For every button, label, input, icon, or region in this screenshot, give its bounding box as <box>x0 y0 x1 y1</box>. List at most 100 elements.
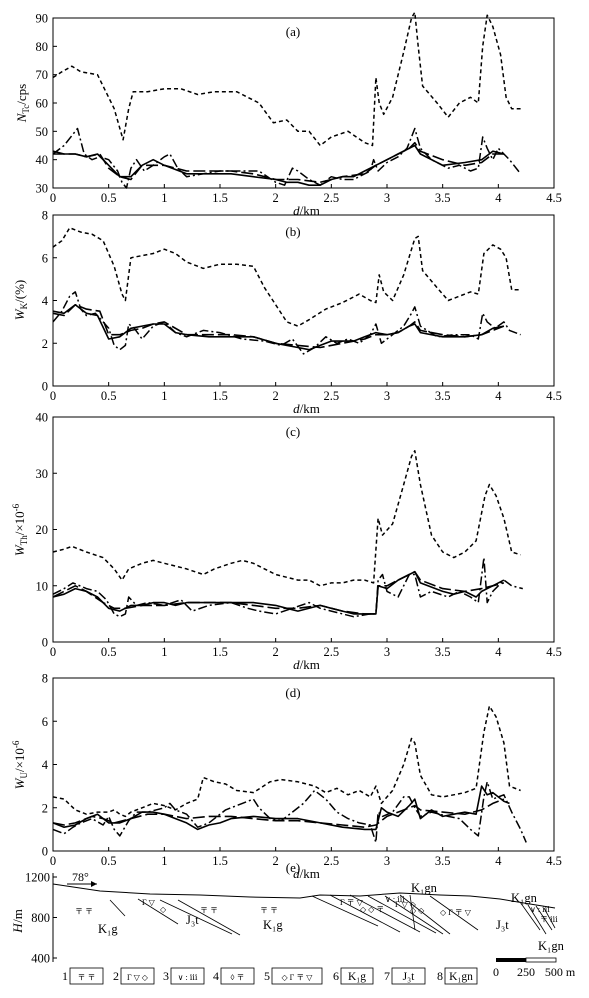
chart-panel-1: 0 0.5 1 1.5 2 2.5 3 3.5 4 4.5 30 40 50 60 70 80 90 d/km NT… <box>14 12 562 219</box>
topography-line <box>52 883 556 909</box>
legend-symbol: ∨ : ⅲ <box>178 973 198 982</box>
series-line-dash-dot <box>52 291 521 355</box>
fault-line <box>519 901 541 931</box>
legend-symbol: Γ ▽ ◇ <box>127 973 149 982</box>
series-line-solid <box>52 785 510 831</box>
legend-box <box>120 967 155 985</box>
section-y-label-unit: /m <box>10 909 25 923</box>
fault-line <box>311 895 379 927</box>
series-line-long-dash <box>52 570 505 615</box>
geologic-unit-label: K₁gn <box>411 881 438 895</box>
y-axis-label: WTh/×10-6 <box>11 503 29 556</box>
x-tick-label: 3.5 <box>435 191 451 205</box>
x-tick-label: 1.5 <box>212 191 228 205</box>
x-axis-label: d/km <box>293 203 320 218</box>
legend-number: 7 <box>384 969 390 983</box>
series-line-short-dash <box>52 450 521 587</box>
lithology-symbol: ◇ ◇ <box>410 906 425 915</box>
series-line-long-dash <box>52 798 505 829</box>
scale-label: 0 <box>493 965 499 979</box>
y-tick-label: 2 <box>42 801 48 815</box>
legend-box <box>220 967 255 985</box>
y-tick-label: 8 <box>42 209 48 223</box>
x-tick-label: 1 <box>161 645 167 659</box>
lithology-symbol: 〒 〒 <box>200 906 218 915</box>
panel-label: (b) <box>285 224 300 239</box>
x-tick-label: 2.5 <box>324 645 340 659</box>
geologic-unit-label: K₁gn <box>538 939 565 953</box>
lithology-symbol: 〒 〒 <box>75 907 93 916</box>
x-tick-label: 4 <box>495 389 502 403</box>
y-tick-label: 6 <box>42 715 48 729</box>
x-tick-label: 4.5 <box>546 389 562 403</box>
chart-panel-4: 0 0.5 1 1.5 2 2.5 3 3.5 4 4.5 0 2 4 6 8 d/km WU/×10-6 (d) <box>11 672 562 882</box>
section-y-tick-label: 1200 <box>25 871 50 885</box>
y-axis-label: NTc/cps <box>14 84 31 124</box>
fault-line <box>349 894 421 933</box>
legend-number: 4 <box>213 969 219 983</box>
fault-line <box>409 894 416 931</box>
scale-label: 500 m <box>545 965 576 979</box>
x-tick-label: 0.5 <box>101 389 117 403</box>
scale-bar-white <box>525 957 557 963</box>
fault-line <box>329 894 401 933</box>
fault-line <box>177 899 241 936</box>
section-y-tick-label: 400 <box>31 952 50 966</box>
x-tick-label: 4.5 <box>546 645 562 659</box>
y-tick-label: 70 <box>36 68 49 82</box>
x-tick-label: 2.5 <box>324 389 340 403</box>
y-tick-label: 50 <box>36 125 49 139</box>
legend-number: 2 <box>113 969 119 983</box>
geologic-unit-label: J₃t <box>186 913 199 927</box>
x-tick-label: 2 <box>273 645 279 659</box>
legend-number: 8 <box>437 969 443 983</box>
x-tick-label: 1 <box>161 389 167 403</box>
section-y-tick-label: 800 <box>31 911 50 925</box>
y-tick-label: 4 <box>42 758 49 772</box>
y-tick-label: 30 <box>36 467 49 481</box>
x-tick-label: 4.5 <box>546 191 562 205</box>
x-tick-label: 1.5 <box>212 389 228 403</box>
lithology-symbol: ∨ : ⅲ <box>530 905 550 914</box>
y-tick-label: 0 <box>42 845 48 859</box>
x-tick-label: 1.5 <box>212 645 228 659</box>
legend-number: 1 <box>62 969 68 983</box>
series-line-short-dash <box>52 705 521 818</box>
plot-frame <box>52 17 555 189</box>
x-tick-label: 3 <box>384 645 390 659</box>
lithology-symbol: ◇ Γ 〒 ▽ <box>440 908 472 917</box>
x-tick-label: 4 <box>495 191 502 205</box>
series-line-dash-dot <box>52 127 522 189</box>
panel-label: (a) <box>286 24 300 39</box>
y-axis-label: WK/(%) <box>12 280 29 320</box>
x-tick-label: 3.5 <box>435 854 451 868</box>
x-tick-label: 0.5 <box>101 645 117 659</box>
geologic-unit-label: K₁gn <box>511 891 538 905</box>
scale-label: 250 <box>517 965 535 979</box>
x-tick-label: 1.5 <box>212 854 228 868</box>
panel-label: (e) <box>286 860 300 875</box>
legend-box <box>170 967 205 985</box>
lithology-symbol: 〒 ⅲ <box>540 915 558 924</box>
y-tick-label: 0 <box>42 636 48 650</box>
section-y-label-h: H <box>10 923 25 934</box>
series-line-dash-dot <box>52 781 527 844</box>
x-tick-label: 1 <box>161 854 167 868</box>
legend-symbol: K₁g <box>348 971 366 983</box>
x-tick-label: 2.5 <box>324 191 340 205</box>
y-axis-label: WU/×10-6 <box>11 740 29 789</box>
chart-panel-2: 0 0.5 1 1.5 2 2.5 3 3.5 4 4.5 0 2 4 6 8 d/km WK/(%) (b) <box>12 209 562 417</box>
fault-line <box>367 895 437 934</box>
lithology-symbol: Γ ▽ <box>142 898 156 907</box>
fault-line <box>137 898 179 925</box>
legend-box <box>340 967 374 985</box>
legend-box <box>69 967 104 985</box>
fault-line <box>159 899 233 935</box>
y-tick-label: 80 <box>36 40 49 54</box>
x-axis-label: d/km <box>293 866 320 881</box>
panel-label: (c) <box>286 424 300 439</box>
y-tick-label: 8 <box>42 672 48 686</box>
x-tick-label: 0 <box>50 645 56 659</box>
legend-symbol: 〒 〒 <box>78 973 96 982</box>
